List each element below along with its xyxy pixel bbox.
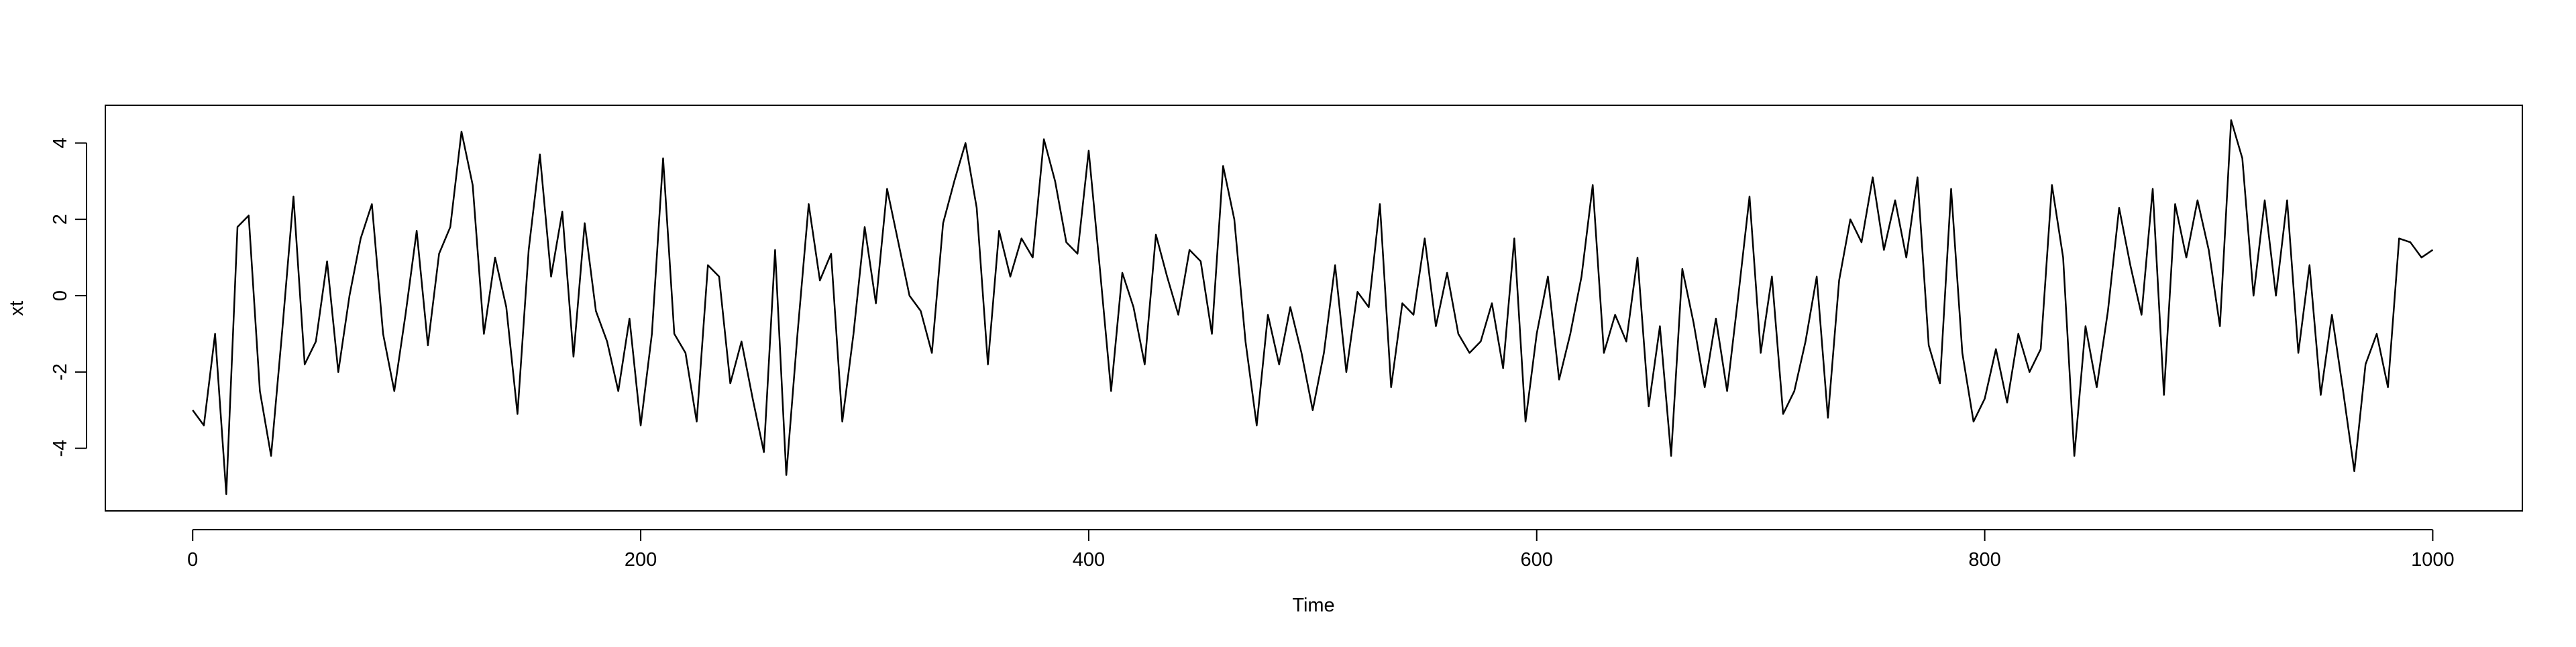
x-axis-label: Time [1292,595,1334,616]
x-tick-label: 400 [1073,549,1105,571]
x-tick-label: 1000 [2411,549,2455,571]
series-line [192,119,2434,495]
y-tick-label: 0 [50,290,71,301]
y-tick-label: -2 [50,363,71,381]
y-axis-label: xt [6,301,28,316]
y-tick-label: -4 [50,440,71,457]
y-tick-label: 2 [50,214,71,225]
x-tick-label: 800 [1968,549,2000,571]
x-tick-label: 0 [187,549,198,571]
y-tick-label: 4 [50,137,71,148]
plot-frame [105,105,2523,512]
x-tick-label: 200 [625,549,657,571]
x-tick-label: 600 [1521,549,1553,571]
